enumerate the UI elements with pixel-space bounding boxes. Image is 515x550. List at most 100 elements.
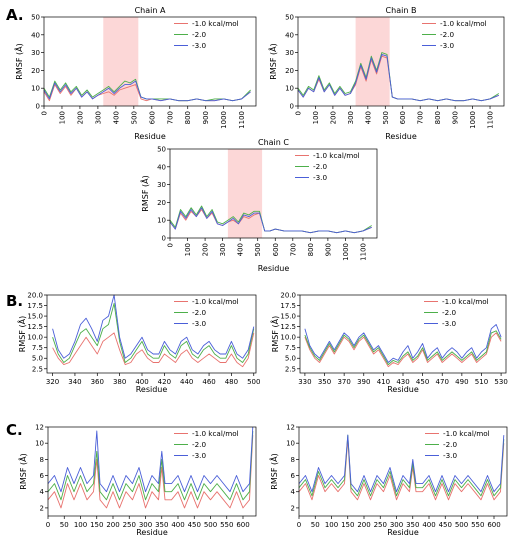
- x-tick-label: 320: [46, 378, 59, 386]
- x-tick-label: 250: [123, 521, 136, 529]
- y-tick-label: 2: [291, 504, 295, 512]
- x-tick-label: 450: [416, 378, 429, 386]
- series-line-1: [304, 332, 502, 368]
- x-tick-label: 200: [202, 243, 210, 256]
- x-tick-label: 1000: [220, 111, 228, 129]
- y-tick-label: 17.5: [280, 302, 296, 310]
- y-tick-label: 40: [157, 163, 166, 171]
- x-tick-label: 410: [377, 378, 390, 386]
- x-tick-label: 1100: [238, 111, 246, 129]
- y-tick-label: 10.0: [280, 334, 296, 342]
- x-tick-label: 150: [90, 521, 103, 529]
- x-axis-label: Residue: [136, 528, 168, 537]
- legend-label: -3.0: [313, 173, 327, 182]
- x-tick-label: 800: [184, 111, 192, 124]
- panel-letter-b: B.: [6, 292, 23, 310]
- x-tick-label: 330: [298, 378, 311, 386]
- x-tick-label: 400: [364, 111, 372, 124]
- series-line-2: [47, 430, 254, 501]
- y-tick-label: 12.5: [280, 323, 296, 331]
- x-tick-label: 400: [422, 521, 435, 529]
- x-tick-label: 460: [202, 378, 215, 386]
- x-tick-label: 480: [225, 378, 238, 386]
- chart-title: Chain B: [386, 6, 417, 15]
- y-axis-label: RMSF (Å): [16, 316, 27, 352]
- series-line-1: [169, 209, 372, 234]
- y-tick-label: 15.0: [27, 313, 43, 321]
- x-axis-label: Residue: [258, 264, 290, 273]
- chart-c2: 2 4 6 8 10 12 0 50 100 150 200 250 300 350 400 450 500 55…: [268, 424, 508, 537]
- plot-frame: [46, 294, 257, 374]
- x-tick-label: 800: [307, 243, 315, 256]
- y-axis-label: RMSF (Å): [267, 43, 278, 79]
- y-tick-label: 6: [40, 472, 45, 480]
- legend-label: -2.0: [313, 162, 327, 171]
- legend-label: -1.0 kcal/mol: [440, 19, 487, 28]
- y-tick-label: 20: [31, 67, 40, 75]
- legend-label: -3.0: [440, 41, 454, 50]
- legend-label: -3.0: [443, 451, 457, 460]
- legend-label: -1.0 kcal/mol: [192, 19, 239, 28]
- x-tick-label: 800: [434, 111, 442, 124]
- legend-label: -2.0: [192, 440, 206, 449]
- x-axis-label: Residue: [385, 132, 417, 141]
- y-tick-label: 6: [291, 472, 296, 480]
- x-axis-label: Residue: [387, 385, 419, 394]
- series-line-2: [304, 330, 502, 366]
- y-tick-label: 10: [31, 85, 40, 93]
- plot-frame: [298, 426, 508, 517]
- x-tick-label: 430: [396, 378, 409, 386]
- chart-c1: 2 4 6 8 10 12 0 50 100 150 200 250 300 350 400 450 500 55…: [17, 424, 257, 537]
- y-tick-label: 2.5: [285, 365, 296, 373]
- highlight-region: [227, 149, 263, 238]
- highlight-region: [103, 17, 139, 106]
- x-tick-label: 490: [455, 378, 468, 386]
- x-tick-label: 700: [417, 111, 425, 124]
- y-tick-label: 12: [35, 424, 44, 432]
- y-tick-label: 12.5: [27, 323, 43, 331]
- legend-label: -2.0: [443, 440, 457, 449]
- series-line-3: [43, 80, 251, 102]
- y-tick-label: 5.0: [285, 355, 296, 363]
- y-tick-label: 4: [291, 488, 296, 496]
- y-tick-label: 10: [286, 440, 295, 448]
- y-tick-label: 2.5: [32, 365, 43, 373]
- y-tick-label: 0: [290, 103, 294, 111]
- x-tick-label: 400: [171, 521, 184, 529]
- y-tick-label: 20.0: [280, 292, 296, 300]
- legend-label: -2.0: [192, 30, 206, 39]
- x-tick-label: 350: [155, 521, 168, 529]
- x-tick-label: 100: [184, 243, 192, 256]
- plot-frame: [169, 148, 378, 239]
- y-tick-label: 0: [36, 103, 40, 111]
- y-tick-label: 40: [285, 31, 294, 39]
- x-tick-label: 550: [471, 521, 484, 529]
- legend-label: -3.0: [192, 41, 206, 50]
- x-tick-label: 300: [94, 111, 102, 124]
- y-axis-label: RMSF (Å): [269, 316, 280, 352]
- legend-label: -1.0 kcal/mol: [192, 429, 239, 438]
- y-tick-label: 40: [31, 31, 40, 39]
- x-tick-label: 150: [341, 521, 354, 529]
- x-tick-label: 500: [382, 111, 390, 124]
- plot-frame: [47, 426, 257, 517]
- x-tick-label: 300: [390, 521, 403, 529]
- series-line-1: [298, 438, 505, 501]
- legend-label: -2.0: [192, 308, 206, 317]
- x-tick-label: 530: [494, 378, 507, 386]
- y-tick-label: 5.0: [32, 355, 43, 363]
- y-tick-label: 20: [285, 67, 294, 75]
- plot-frame: [299, 294, 507, 374]
- x-tick-label: 600: [399, 111, 407, 124]
- series-line-2: [297, 52, 500, 102]
- x-tick-label: 350: [406, 521, 419, 529]
- y-tick-label: 20.0: [27, 292, 43, 300]
- x-tick-label: 600: [236, 521, 249, 529]
- y-tick-label: 2: [40, 504, 44, 512]
- series-line-3: [304, 324, 502, 363]
- series-line-1: [47, 435, 254, 509]
- y-tick-label: 10: [157, 217, 166, 225]
